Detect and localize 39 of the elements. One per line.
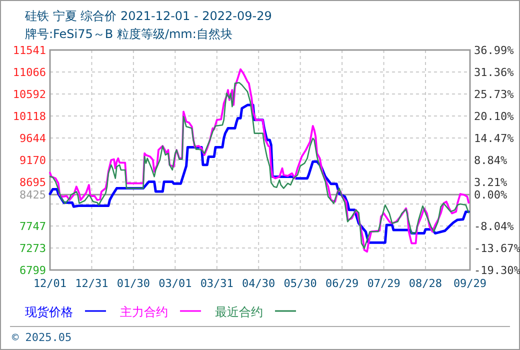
chart-title: 硅铁 宁夏 综合价 2021-12-01 - 2022-09-29 [24, 9, 272, 23]
x-tick-label: 09/29 [453, 277, 487, 290]
y2-tick-label: 8.84% [474, 154, 508, 168]
y-tick-label: 7273 [20, 242, 46, 256]
x-tick-label: 05/30 [284, 277, 317, 290]
x-tick-label: 01/30 [116, 277, 150, 290]
y2-tick-label: 14.47% [474, 132, 514, 146]
y-tick-label: 8695 [20, 176, 46, 190]
y-tick-label: 6799 [20, 264, 46, 277]
x-tick-label: 04/30 [242, 277, 276, 290]
y2-tick-label: 31.36% [474, 66, 514, 80]
y2-tick-label: 25.73% [474, 88, 514, 102]
chart-subtitle: 牌号:FeSi75～B 粒度等级/mm:自然块 [25, 27, 232, 41]
y2-tick-label: 36.99% [474, 44, 514, 57]
text: © 2025.05 [12, 331, 72, 344]
legend-label: 现货价格 [25, 305, 73, 319]
y-tick-label: 11541 [12, 44, 46, 57]
y2-tick-label: -8.04% [474, 220, 514, 233]
ref-line-label: 8425 [20, 188, 46, 202]
legend-label: 主力合约 [120, 305, 168, 319]
x-tick-label: 12/31 [75, 277, 108, 290]
x-tick-label: 03/31 [200, 277, 234, 290]
y-tick-label: 10118 [12, 110, 46, 124]
y-tick-label: 11066 [12, 66, 46, 80]
y-tick-label: 7747 [20, 220, 46, 234]
y2-tick-label: 3.21% [474, 176, 508, 190]
y2-tick-label: 0.00% [474, 188, 508, 202]
y-tick-label: 9170 [20, 154, 46, 167]
y-tick-label: 9644 [20, 132, 46, 146]
y2-tick-label: -13.67% [474, 242, 520, 255]
x-tick-label: 07/29 [367, 277, 400, 290]
x-tick-label: 06/29 [325, 277, 359, 290]
x-tick-label: 08/28 [408, 277, 442, 290]
y2-tick-label: -19.30% [474, 264, 520, 277]
y2-tick-label: 20.10% [474, 110, 514, 124]
x-tick-label: 03/01 [158, 277, 192, 290]
legend-label: 最近合约 [215, 305, 263, 319]
y-tick-label: 10592 [12, 88, 46, 102]
x-tick-label: 12/01 [33, 277, 67, 290]
